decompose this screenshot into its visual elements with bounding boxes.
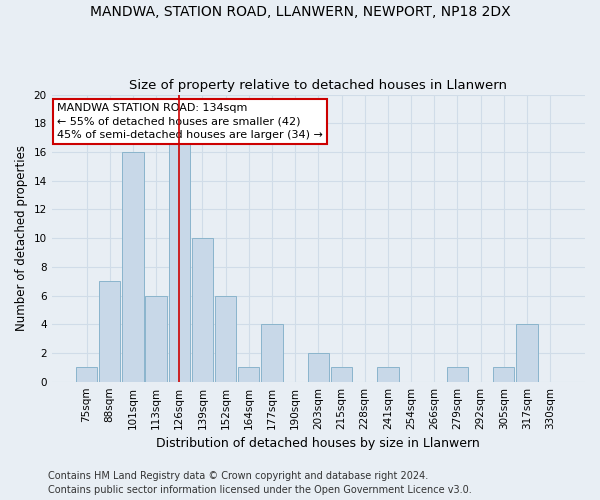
Text: MANDWA, STATION ROAD, LLANWERN, NEWPORT, NP18 2DX: MANDWA, STATION ROAD, LLANWERN, NEWPORT,… <box>89 5 511 19</box>
Bar <box>145 296 167 382</box>
Bar <box>331 368 352 382</box>
Bar <box>262 324 283 382</box>
Bar <box>99 281 121 382</box>
Bar <box>447 368 468 382</box>
Bar <box>76 368 97 382</box>
Bar <box>238 368 259 382</box>
Text: Contains HM Land Registry data © Crown copyright and database right 2024.
Contai: Contains HM Land Registry data © Crown c… <box>48 471 472 495</box>
Bar <box>122 152 143 382</box>
Bar <box>516 324 538 382</box>
Bar <box>308 353 329 382</box>
Bar <box>215 296 236 382</box>
Bar <box>377 368 398 382</box>
Title: Size of property relative to detached houses in Llanwern: Size of property relative to detached ho… <box>130 79 508 92</box>
Text: MANDWA STATION ROAD: 134sqm
← 55% of detached houses are smaller (42)
45% of sem: MANDWA STATION ROAD: 134sqm ← 55% of det… <box>57 103 323 140</box>
Bar <box>192 238 213 382</box>
Bar <box>169 138 190 382</box>
X-axis label: Distribution of detached houses by size in Llanwern: Distribution of detached houses by size … <box>157 437 480 450</box>
Bar <box>493 368 514 382</box>
Y-axis label: Number of detached properties: Number of detached properties <box>15 145 28 331</box>
